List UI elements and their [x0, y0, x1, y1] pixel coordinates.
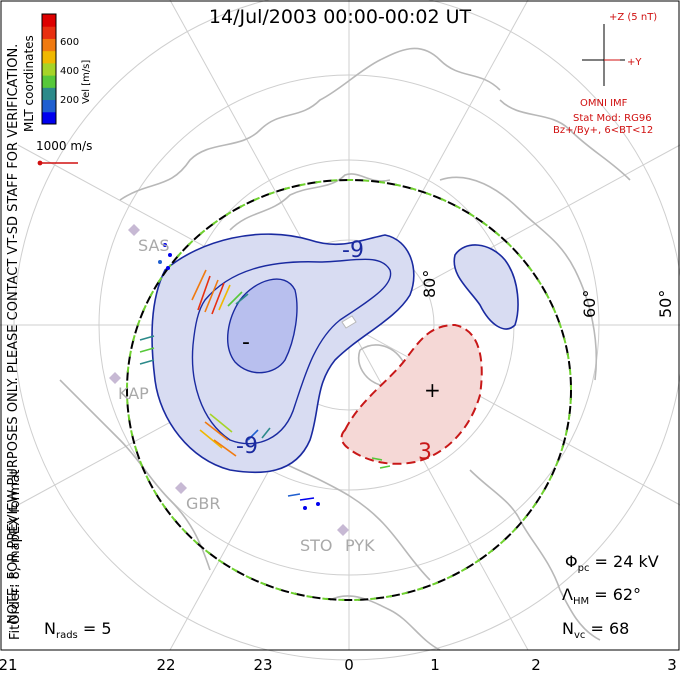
stat-n-vc-symbol: N	[562, 619, 574, 638]
hm-boundary-green	[126, 179, 572, 601]
stat-n-rads-value: = 5	[82, 619, 112, 638]
negative-cell-dawn	[453, 244, 519, 330]
colorbar-swatch	[42, 111, 56, 125]
coastlines	[59, 47, 631, 651]
velocity-vectors	[139, 243, 391, 510]
station-marker-gbr	[175, 482, 187, 494]
stat-n-rads-symbol: N	[44, 619, 56, 638]
mlt-label-23: 23	[253, 656, 273, 674]
negative-cell-core	[227, 278, 298, 374]
pole-marker	[341, 315, 357, 329]
imf-y-label: +Y	[627, 57, 642, 68]
velocity-scale-label: 1000 m/s	[36, 139, 93, 153]
mlt-label-22: 22	[156, 656, 176, 674]
contour-label-maximum: +	[424, 378, 441, 402]
station-label-sto: STO	[300, 536, 333, 555]
stat-n-rads-sub: rads	[55, 630, 78, 642]
station-label-kap: KAP	[118, 384, 149, 403]
station-label-gbr: GBR	[186, 494, 221, 513]
stat-lambda-hm-sub: HM	[572, 596, 590, 608]
stat-lambda-hm-symbol: Λ	[562, 585, 573, 604]
contour-label-minimum: -	[242, 330, 250, 355]
stat-n-rads: Nrads = 5	[44, 619, 112, 641]
colorbar-tick-400: 400	[60, 66, 80, 77]
stat-phi-pc-sub: pc	[577, 563, 590, 575]
page-title: 14/Jul/2003 00:00-00:02 UT	[208, 6, 472, 28]
colorbar-tick-600: 600	[60, 37, 80, 48]
colorbar-swatch	[42, 50, 56, 64]
colorbar-swatch	[42, 14, 56, 27]
stat-n-vc-sub: vc	[573, 630, 586, 642]
coordinates-label: MLT coordinates	[22, 35, 36, 132]
positive-cell	[340, 323, 483, 465]
stat-phi-pc: Φpc = 24 kV	[565, 552, 659, 574]
stat-lambda-hm: ΛHM = 62°	[562, 585, 641, 607]
colorbar-swatch	[42, 62, 56, 76]
station-marker-sto	[337, 524, 349, 536]
latitude-label-80: 80°	[420, 269, 439, 298]
mlt-label-2: 2	[531, 656, 541, 674]
imf-model: Stat Mod: RG96	[573, 113, 652, 124]
station-markers	[109, 224, 349, 536]
station-label-sas: SAS	[138, 236, 170, 255]
stat-phi-pc-symbol: Φ	[565, 552, 578, 571]
stat-n-vc: Nvc = 68	[562, 619, 629, 641]
mlt-label-1: 1	[430, 656, 440, 674]
contours	[151, 233, 519, 474]
colorbar-swatch	[42, 38, 56, 52]
mlt-label-3: 3	[667, 656, 677, 674]
imf-source: OMNI IMF	[580, 98, 628, 109]
colorbar-swatch	[42, 75, 56, 88]
colorbar-swatch	[42, 87, 56, 101]
mlt-label-21: 21	[0, 656, 18, 674]
velocity-colorbar	[41, 13, 57, 125]
fit-note: FitOrder: 8, mapEX format	[8, 469, 23, 640]
imf-z-label: +Z (5 nT)	[609, 12, 658, 23]
imf-condition: Bz+/By+, 6<BT<12	[553, 125, 654, 136]
station-label-pyk: PYK	[345, 536, 375, 555]
station-marker-kap	[109, 372, 121, 384]
colorbar-swatch	[42, 99, 56, 113]
latitude-label-50: 50°	[656, 289, 675, 318]
colorbar-tick-200: 200	[60, 95, 80, 106]
contour-label-pos: 3	[418, 440, 432, 465]
stat-phi-pc-value: = 24 kV	[594, 552, 659, 571]
plot-frame	[0, 0, 680, 651]
imf-dial	[582, 24, 625, 86]
station-marker-sas	[128, 224, 140, 236]
mlt-label-0: 0	[344, 656, 354, 674]
contour-label-neg-inner: -9	[236, 434, 258, 459]
latitude-label-60: 60°	[580, 289, 599, 318]
velocity-scale-dot	[37, 160, 43, 166]
contour-label-neg-outer: -9	[342, 238, 364, 263]
stat-n-vc-value: = 68	[590, 619, 630, 638]
colorbar-swatch	[42, 26, 56, 39]
colorbar-label: Vel [m/s]	[81, 59, 92, 104]
colorbar-frame	[41, 13, 57, 125]
stat-lambda-hm-value: = 62°	[594, 585, 642, 604]
